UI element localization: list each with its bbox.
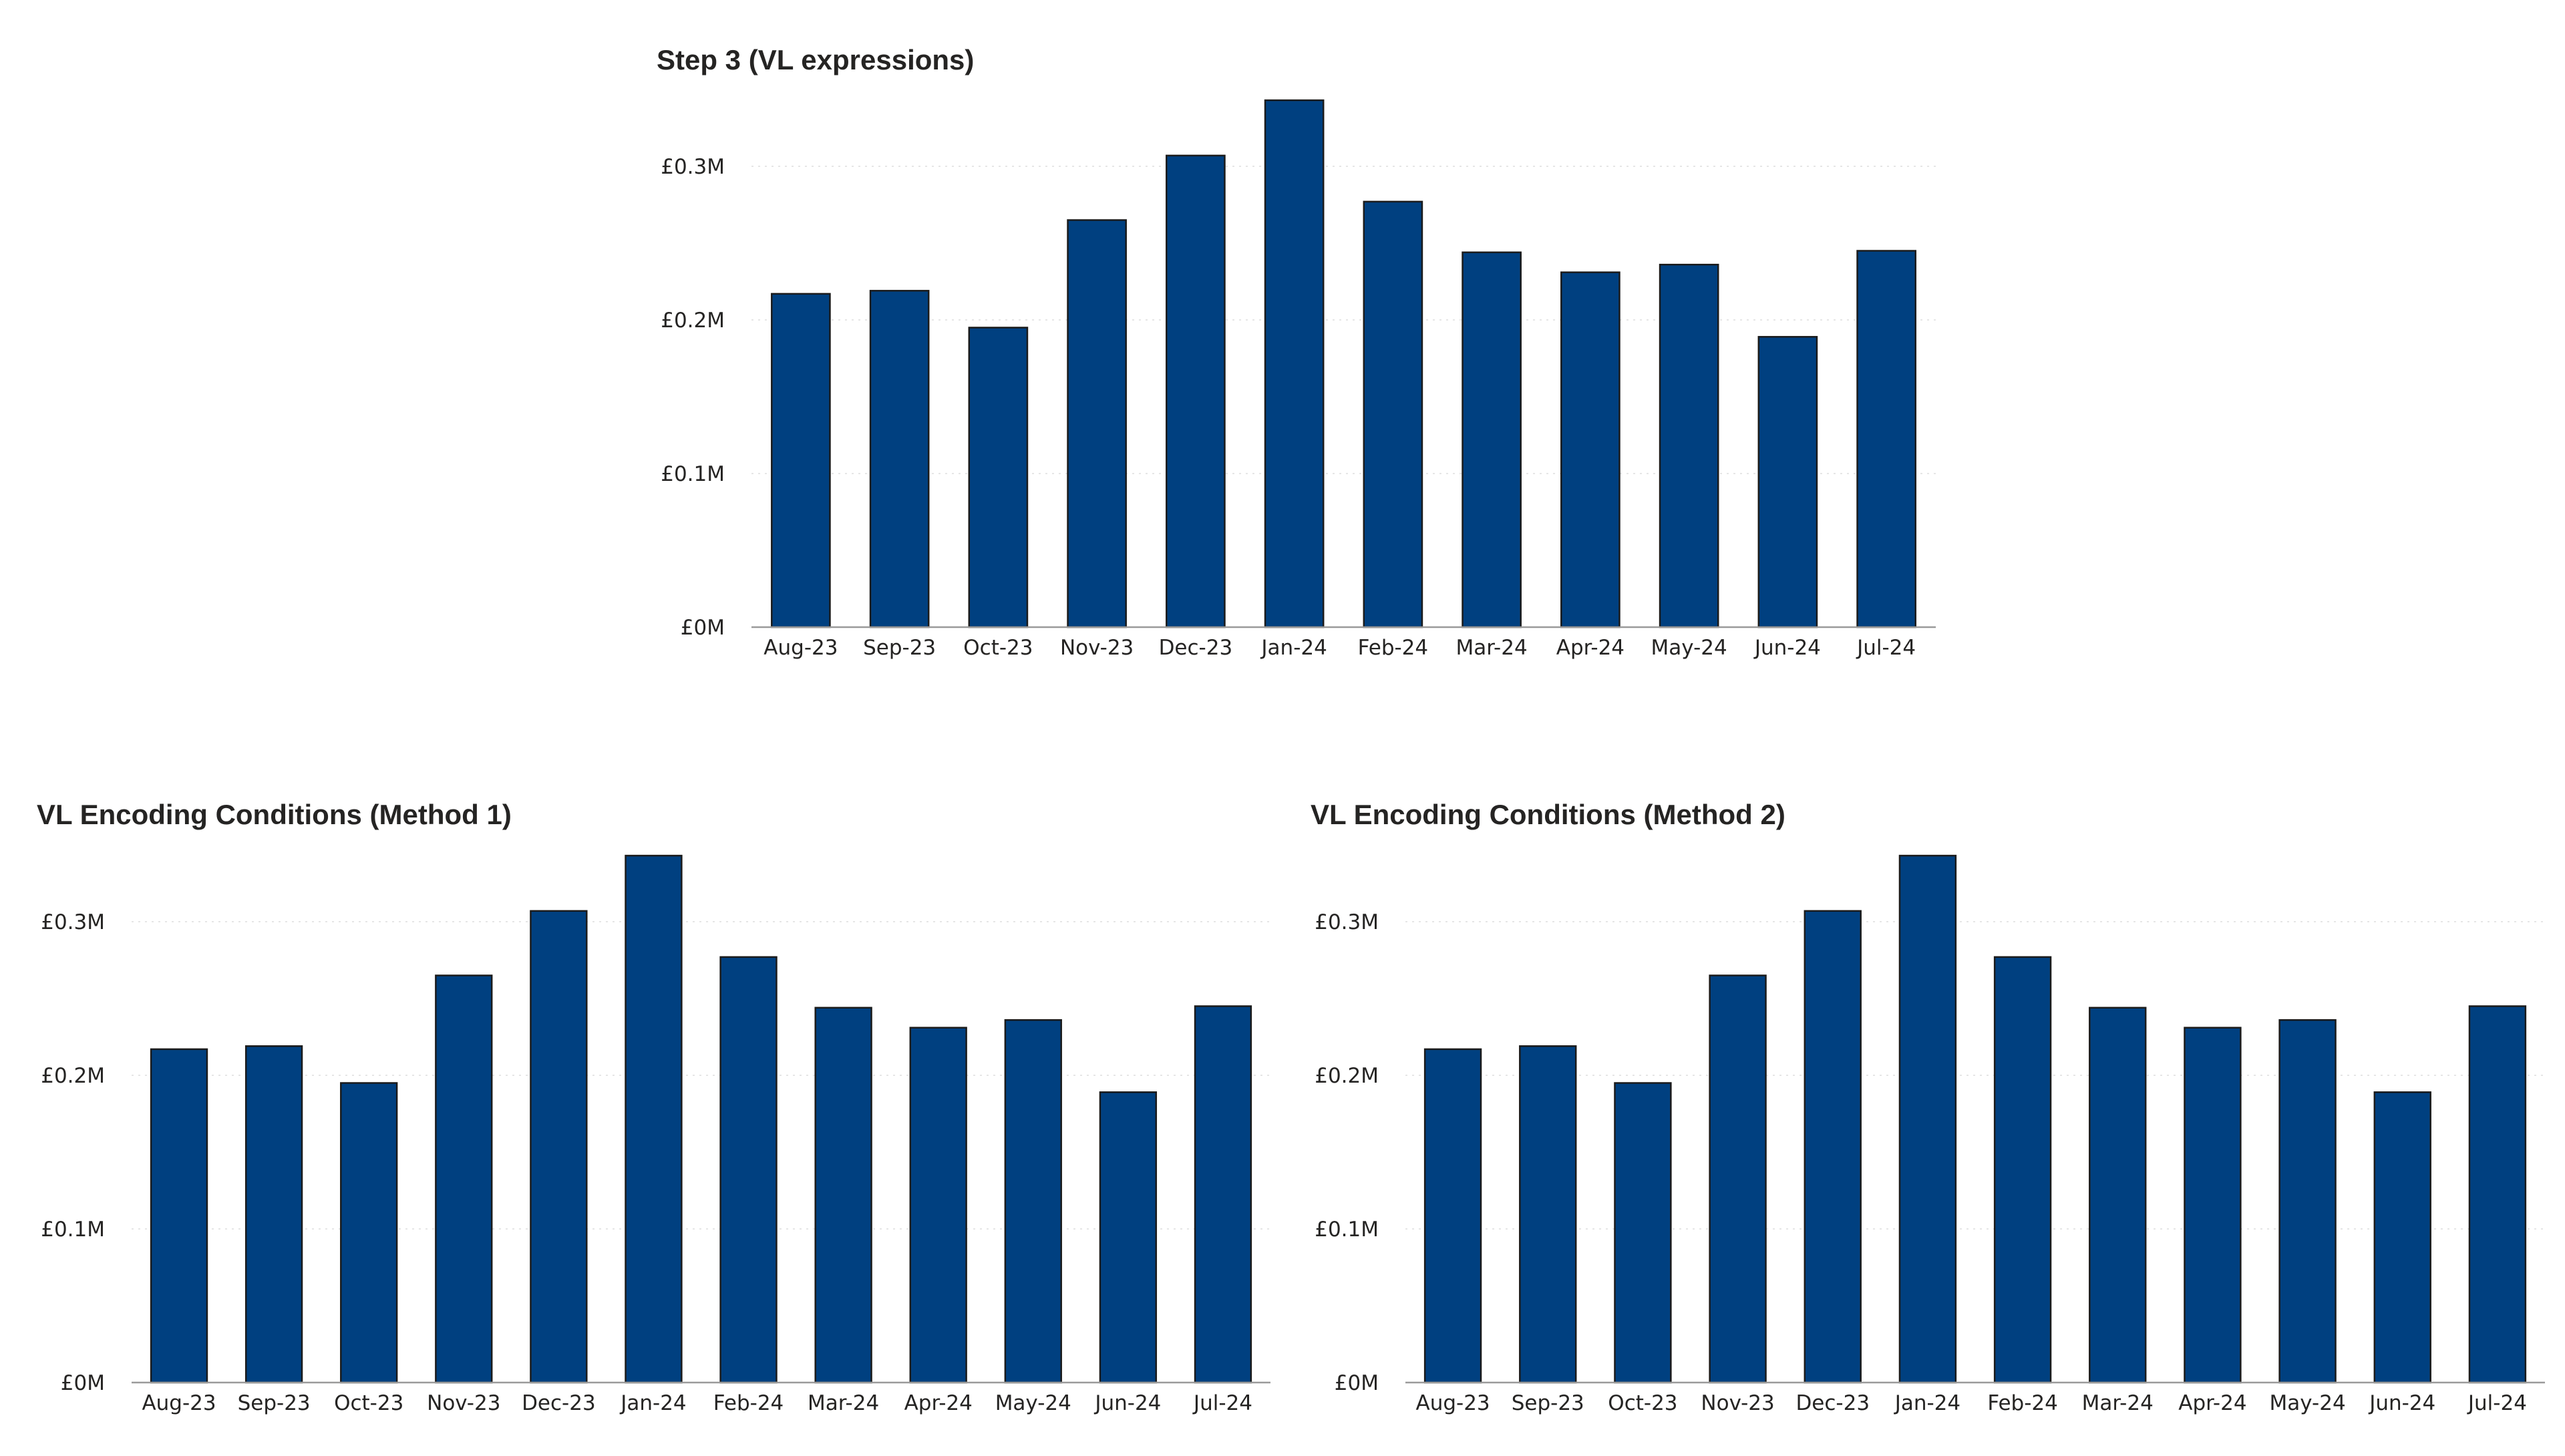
method1-x-tick-label: Feb-24 [713, 1391, 784, 1415]
method1-y-tick-label: £0.3M [41, 910, 105, 934]
chart-step3-svg: Step 3 (VL expressions) £0M £0.1M £0.2M £0.3… [657, 44, 1936, 660]
method1-bar-jul-24[interactable] [1194, 1005, 1252, 1384]
method2-y-tick-label: £0.3M [1315, 910, 1379, 934]
method1-x-tick-label: Nov-23 [427, 1391, 500, 1415]
method2-y-tick-label: £0M [1335, 1371, 1379, 1395]
step3-title: Step 3 (VL expressions) [657, 44, 974, 75]
method1-x-tick-label: Dec-23 [522, 1391, 596, 1415]
step3-x-tick-label: Feb-24 [1358, 636, 1429, 660]
step3-x-tick-label: Mar-24 [1456, 636, 1528, 660]
method1-x-tick-label: Apr-24 [904, 1391, 973, 1415]
step3-bar-may-24[interactable] [1659, 263, 1719, 628]
step3-x-tick-label: May-24 [1651, 636, 1727, 660]
step3-x-tick-label: Nov-23 [1060, 636, 1134, 660]
method1-bar-aug-23[interactable] [150, 1048, 208, 1384]
method1-y-tick-label: £0M [61, 1371, 105, 1395]
method2-bar-jan-24[interactable] [1898, 854, 1957, 1384]
step3-bar-jan-24[interactable] [1264, 99, 1325, 628]
method1-x-tick-label: Oct-23 [334, 1391, 403, 1415]
method1-y-tick-label: £0.1M [41, 1218, 105, 1242]
method2-x-tick-label: Jun-24 [2368, 1391, 2435, 1415]
method2-bar-feb-24[interactable] [1993, 956, 2052, 1384]
chart-step3: Step 3 (VL expressions) £0M £0.1M £0.2M £0.3… [657, 44, 1936, 660]
step3-y-tick-label: £0.3M [661, 155, 725, 179]
method2-bar-aug-23[interactable] [1423, 1048, 1482, 1384]
step3-bar-feb-24[interactable] [1363, 200, 1423, 628]
method2-bar-dec-23[interactable] [1804, 910, 1862, 1384]
method2-bar-sep-23[interactable] [1519, 1045, 1577, 1384]
method2-x-tick-label: Feb-24 [1987, 1391, 2058, 1415]
step3-bar-dec-23[interactable] [1166, 154, 1226, 628]
method2-x-tick-label: Aug-23 [1415, 1391, 1490, 1415]
step3-bar-mar-24[interactable] [1462, 251, 1522, 628]
step3-x-tick-label: Dec-23 [1159, 636, 1233, 660]
step3-x-tick-label: Oct-23 [963, 636, 1033, 660]
step3-bar-aug-23[interactable] [771, 293, 831, 628]
method1-bar-sep-23[interactable] [244, 1045, 303, 1384]
method1-x-tick-label: Jun-24 [1093, 1391, 1161, 1415]
step3-x-tick-label: Apr-24 [1556, 636, 1624, 660]
method1-title: VL Encoding Conditions (Method 1) [37, 799, 512, 830]
method2-y-tick-label: £0.1M [1315, 1218, 1379, 1242]
method1-bar-jun-24[interactable] [1099, 1091, 1158, 1384]
method2-x-tick-label: Dec-23 [1796, 1391, 1870, 1415]
method1-x-tick-label: Sep-23 [238, 1391, 311, 1415]
method1-x-tick-label: May-24 [995, 1391, 1071, 1415]
method2-x-tick-label: Oct-23 [1608, 1391, 1677, 1415]
step3-y-tick-label: £0.1M [661, 462, 725, 486]
method1-x-tick-label: Jan-24 [619, 1391, 686, 1415]
method2-x-tick-label: Apr-24 [2178, 1391, 2246, 1415]
step3-y-tick-label: £0.2M [661, 309, 725, 333]
method2-bar-apr-24[interactable] [2184, 1027, 2242, 1384]
step3-bar-sep-23[interactable] [869, 290, 930, 628]
step3-bar-jul-24[interactable] [1856, 250, 1916, 628]
method1-bar-mar-24[interactable] [814, 1007, 872, 1384]
method2-bar-oct-23[interactable] [1614, 1082, 1672, 1384]
method1-bar-feb-24[interactable] [719, 956, 778, 1384]
step3-bar-oct-23[interactable] [968, 327, 1029, 628]
method1-y-tick-label: £0.2M [41, 1064, 105, 1088]
method2-bar-may-24[interactable] [2278, 1019, 2337, 1384]
method2-bar-jun-24[interactable] [2373, 1091, 2431, 1384]
step3-bar-apr-24[interactable] [1560, 271, 1620, 628]
method1-bar-nov-23[interactable] [435, 974, 493, 1384]
method2-bar-nov-23[interactable] [1709, 974, 1767, 1384]
method1-bar-may-24[interactable] [1004, 1019, 1062, 1384]
method1-bar-jan-24[interactable] [625, 854, 683, 1384]
method1-x-tick-label: Aug-23 [142, 1391, 216, 1415]
step3-y-tick-label: £0M [681, 616, 725, 640]
method1-bar-oct-23[interactable] [340, 1082, 398, 1384]
method2-bar-mar-24[interactable] [2089, 1007, 2147, 1384]
method2-x-tick-label: Jan-24 [1894, 1391, 1960, 1415]
method2-x-tick-label: Mar-24 [2082, 1391, 2154, 1415]
method2-title: VL Encoding Conditions (Method 2) [1311, 799, 1785, 830]
step3-x-tick-label: Jan-24 [1260, 636, 1327, 660]
method1-x-tick-label: Jul-24 [1192, 1391, 1252, 1415]
step3-x-tick-label: Jun-24 [1753, 636, 1821, 660]
step3-bar-jun-24[interactable] [1757, 336, 1818, 628]
method2-bar-jul-24[interactable] [2468, 1005, 2527, 1384]
step3-x-tick-label: Jul-24 [1856, 636, 1916, 660]
step3-x-tick-label: Sep-23 [863, 636, 936, 660]
method2-x-tick-label: Sep-23 [1512, 1391, 1584, 1415]
step3-bar-nov-23[interactable] [1067, 219, 1127, 628]
step3-x-tick-label: Aug-23 [763, 636, 838, 660]
method1-bar-apr-24[interactable] [909, 1027, 967, 1384]
method1-x-tick-label: Mar-24 [808, 1391, 879, 1415]
method2-x-tick-label: May-24 [2269, 1391, 2345, 1415]
method1-bar-dec-23[interactable] [530, 910, 588, 1384]
method2-x-tick-label: Nov-23 [1701, 1391, 1774, 1415]
method2-x-tick-label: Jul-24 [2467, 1391, 2527, 1415]
method2-y-tick-label: £0.2M [1315, 1064, 1379, 1088]
